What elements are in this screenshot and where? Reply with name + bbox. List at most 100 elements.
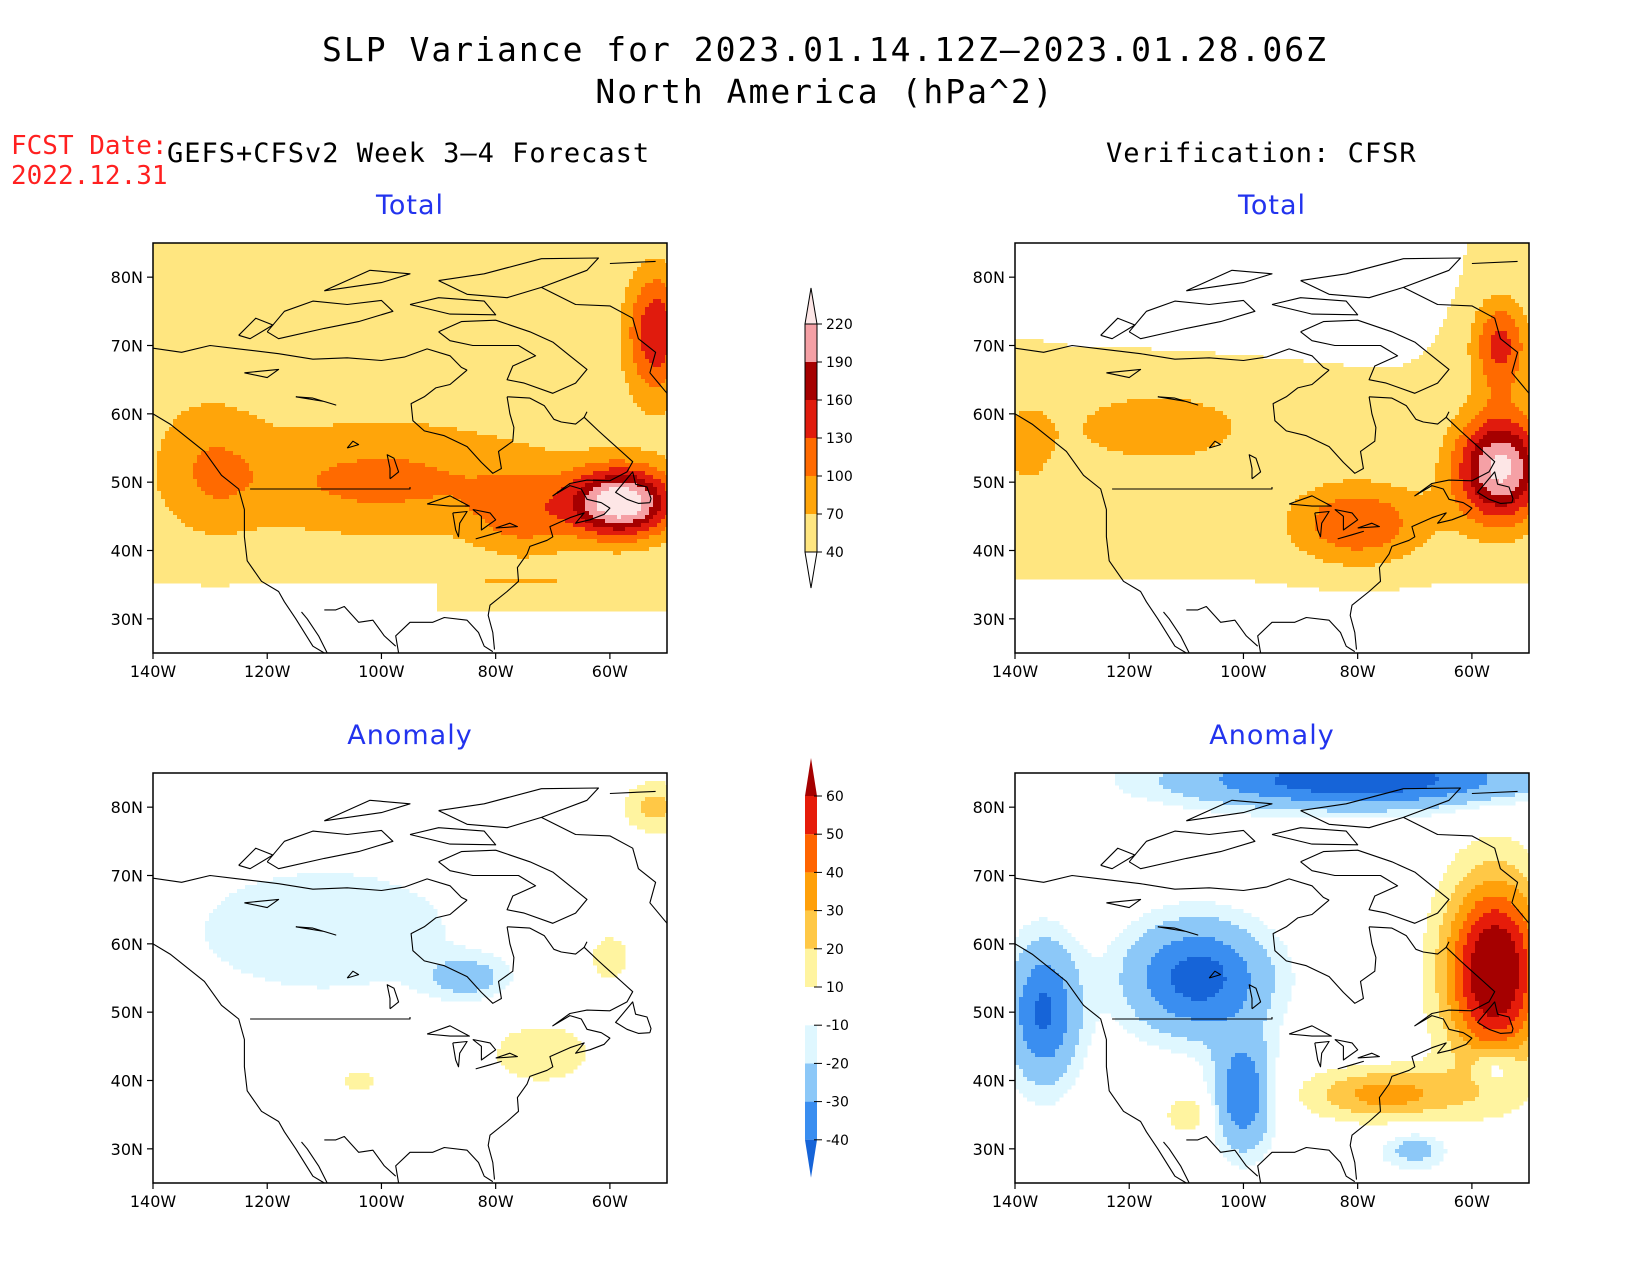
coastlines [153, 257, 667, 653]
lat-tick-label: 60N [973, 405, 1005, 424]
colorbar-swatch [805, 514, 817, 552]
colorbar-label: 50 [826, 827, 844, 843]
lat-tick-label: 60N [111, 935, 143, 954]
contour-field [1015, 243, 1529, 592]
verification-total-map: 140W 120W 100W 80W 60W 30N 40N 50N 60N 70N 80N [973, 242, 1530, 681]
lat-tick-label: 60N [111, 405, 143, 424]
colorbar-swatch [805, 400, 817, 438]
forecast-anomaly-map: 140W 120W 100W 80W 60W 30N 40N 50N 60N 70N 80N [111, 772, 668, 1211]
lat-tick-label: 70N [973, 337, 1005, 356]
lon-tick-label: 120W [244, 1192, 291, 1211]
lat-tick-label: 80N [973, 798, 1005, 817]
lat-tick-label: 80N [111, 268, 143, 287]
colorbar-swatch [805, 872, 817, 911]
colorbar-label: 100 [826, 469, 853, 485]
colorbar-label: 10 [826, 980, 844, 996]
contour-field [1015, 773, 1529, 1170]
colorbar-swatch [805, 324, 817, 362]
verification-header: Verification: CFSR [1106, 138, 1417, 169]
lat-tick-label: 30N [973, 1140, 1005, 1159]
colorbar-label: 130 [826, 431, 853, 447]
lat-tick-label: 50N [973, 473, 1005, 492]
lon-tick-label: 100W [1220, 1192, 1267, 1211]
colorbar-end-bottom [804, 551, 818, 589]
lon-tick-label: 80W [1340, 662, 1376, 681]
lat-tick-label: 40N [973, 1072, 1005, 1091]
lon-tick-label: 60W [1454, 1192, 1490, 1211]
colorbar-label: -10 [826, 1018, 849, 1034]
colorbar-swatch [805, 476, 817, 514]
lon-tick-label: 80W [1340, 1192, 1376, 1211]
lon-tick-label: 120W [244, 662, 291, 681]
fcst-date-label: FCST Date: [11, 131, 168, 161]
contour-field [205, 781, 667, 1090]
colorbar-end-top [805, 758, 817, 796]
colorbar-label: -40 [826, 1133, 849, 1149]
lat-tick-label: 30N [111, 1140, 143, 1159]
coastlines [1015, 257, 1529, 653]
colorbar-label: 40 [826, 865, 844, 881]
total-colorbar: 40 70 100 130 160 190 220 [804, 287, 853, 589]
forecast-header: GEFS+CFSv2 Week 3–4 Forecast [167, 138, 650, 169]
lat-tick-label: 80N [973, 268, 1005, 287]
lat-tick-label: 80N [111, 798, 143, 817]
colorbar-swatch [805, 438, 817, 476]
colorbar-label: 30 [826, 904, 844, 920]
colorbar-label: 220 [826, 317, 853, 333]
lat-tick-label: 40N [111, 542, 143, 561]
lon-tick-label: 120W [1106, 1192, 1153, 1211]
chart-title: SLP Variance for 2023.01.14.12Z–2023.01.… [0, 30, 1650, 69]
lat-tick-label: 70N [973, 867, 1005, 886]
colorbar-swatch [805, 910, 817, 949]
lon-tick-label: 80W [478, 662, 514, 681]
lon-tick-label: 100W [358, 662, 405, 681]
lat-tick-label: 40N [111, 1072, 143, 1091]
panel-title-verification-total: Total [1015, 190, 1529, 221]
map-frame [1014, 772, 1530, 1184]
lat-tick-label: 70N [111, 337, 143, 356]
lat-tick-label: 50N [111, 1003, 143, 1022]
lon-tick-label: 80W [478, 1192, 514, 1211]
lon-tick-label: 100W [358, 1192, 405, 1211]
coastlines [153, 787, 667, 1183]
lon-tick-label: 140W [130, 1192, 177, 1211]
lat-tick-label: 50N [111, 473, 143, 492]
colorbar-end-top [804, 287, 818, 325]
map-frame [152, 772, 668, 1184]
panel-title-verification-anomaly: Anomaly [1015, 720, 1529, 751]
colorbar-label: 70 [826, 507, 844, 523]
map-frame [1014, 242, 1530, 654]
lon-tick-label: 120W [1106, 662, 1153, 681]
chart-subtitle: North America (hPa^2) [0, 72, 1650, 111]
map-frame [152, 242, 668, 654]
colorbar-label: 20 [826, 942, 844, 958]
fcst-date-value: 2022.12.31 [11, 161, 168, 191]
lat-tick-label: 30N [973, 610, 1005, 629]
colorbar-label: -30 [826, 1095, 849, 1111]
lon-tick-label: 100W [1220, 662, 1267, 681]
colorbar-label: 190 [826, 355, 853, 371]
lon-tick-label: 60W [592, 1192, 628, 1211]
colorbar-label: 60 [826, 789, 844, 805]
lat-tick-label: 50N [973, 1003, 1005, 1022]
anomaly-colorbar: -40 -30 -20 -10 10 20 30 40 50 60 [805, 758, 849, 1178]
lon-tick-label: 140W [130, 662, 177, 681]
lat-tick-label: 40N [973, 542, 1005, 561]
colorbar-swatch [805, 948, 817, 987]
lat-tick-label: 30N [111, 610, 143, 629]
colorbar-label: 160 [826, 393, 853, 409]
colorbar-label: 40 [826, 545, 844, 561]
colorbar-swatch [805, 796, 817, 835]
lon-tick-label: 140W [992, 1192, 1039, 1211]
colorbar-swatch [805, 1063, 817, 1102]
colorbar-swatch [805, 1101, 817, 1140]
forecast-total-map: 140W 120W 100W 80W 60W 30N 40N 50N 60N 70N 80N [111, 242, 668, 681]
colorbar-end-bottom [805, 1139, 817, 1178]
lat-tick-label: 60N [973, 935, 1005, 954]
colorbar-swatch [805, 834, 817, 873]
lon-tick-label: 140W [992, 662, 1039, 681]
lon-tick-label: 60W [592, 662, 628, 681]
lon-tick-label: 60W [1454, 662, 1490, 681]
verification-anomaly-map: 140W 120W 100W 80W 60W 30N 40N 50N 60N 70N 80N [973, 772, 1530, 1211]
contour-field [153, 243, 667, 612]
